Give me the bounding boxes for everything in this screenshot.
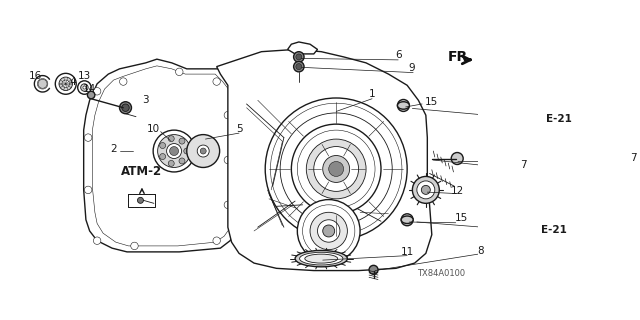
- Circle shape: [62, 80, 70, 88]
- Circle shape: [93, 88, 101, 95]
- Circle shape: [38, 79, 47, 88]
- Circle shape: [323, 225, 335, 237]
- Circle shape: [93, 237, 101, 244]
- Circle shape: [157, 135, 191, 167]
- Circle shape: [197, 145, 209, 157]
- Circle shape: [369, 265, 378, 274]
- Circle shape: [451, 153, 463, 164]
- Text: 7: 7: [630, 153, 637, 163]
- Circle shape: [224, 156, 232, 164]
- Circle shape: [200, 148, 206, 154]
- Text: 6: 6: [395, 51, 401, 60]
- Circle shape: [401, 214, 413, 226]
- Circle shape: [412, 176, 439, 203]
- Ellipse shape: [401, 216, 413, 223]
- Ellipse shape: [295, 250, 348, 267]
- Text: 15: 15: [454, 213, 468, 223]
- Circle shape: [224, 111, 232, 119]
- Circle shape: [120, 102, 131, 114]
- Circle shape: [329, 162, 344, 176]
- Text: 1: 1: [369, 89, 375, 99]
- Circle shape: [213, 78, 220, 85]
- Circle shape: [294, 61, 304, 72]
- Circle shape: [213, 237, 220, 244]
- Circle shape: [291, 124, 381, 214]
- Circle shape: [224, 201, 232, 209]
- Circle shape: [310, 212, 348, 250]
- Text: 15: 15: [425, 97, 438, 107]
- Circle shape: [168, 160, 174, 166]
- Circle shape: [179, 138, 185, 144]
- Text: 13: 13: [78, 71, 91, 81]
- Text: E-21: E-21: [546, 114, 572, 124]
- Circle shape: [307, 139, 366, 199]
- Circle shape: [179, 158, 185, 164]
- Circle shape: [84, 186, 92, 194]
- Ellipse shape: [305, 254, 338, 263]
- Text: 11: 11: [401, 247, 414, 257]
- Text: FR.: FR.: [448, 50, 474, 64]
- Text: 4: 4: [69, 76, 76, 86]
- Circle shape: [120, 78, 127, 85]
- Polygon shape: [287, 42, 317, 54]
- Circle shape: [184, 148, 189, 154]
- Circle shape: [77, 81, 91, 94]
- Circle shape: [298, 200, 360, 262]
- Circle shape: [397, 100, 410, 111]
- Circle shape: [187, 135, 220, 167]
- Text: 12: 12: [451, 186, 464, 196]
- Circle shape: [81, 84, 88, 91]
- Circle shape: [159, 154, 166, 160]
- Text: 14: 14: [83, 84, 96, 94]
- Circle shape: [317, 220, 340, 242]
- Circle shape: [175, 68, 183, 76]
- Text: 8: 8: [477, 246, 484, 256]
- Text: 2: 2: [110, 144, 117, 154]
- Circle shape: [168, 136, 174, 142]
- Circle shape: [159, 142, 166, 148]
- Ellipse shape: [300, 252, 343, 265]
- Text: 5: 5: [236, 124, 243, 134]
- Circle shape: [84, 134, 92, 141]
- Ellipse shape: [397, 102, 410, 109]
- Circle shape: [170, 147, 179, 156]
- Circle shape: [294, 52, 304, 62]
- Bar: [129, 194, 156, 207]
- Circle shape: [55, 73, 76, 94]
- Circle shape: [421, 185, 430, 194]
- Text: 16: 16: [29, 71, 42, 81]
- Text: ATM-2: ATM-2: [122, 165, 163, 178]
- Polygon shape: [217, 49, 432, 271]
- Circle shape: [83, 86, 86, 89]
- Text: 10: 10: [147, 124, 160, 134]
- Circle shape: [417, 181, 435, 199]
- Text: E-21: E-21: [541, 225, 567, 235]
- Circle shape: [122, 104, 129, 111]
- Text: 7: 7: [520, 160, 526, 170]
- Circle shape: [131, 242, 138, 250]
- Circle shape: [296, 54, 302, 60]
- Circle shape: [138, 197, 143, 203]
- Circle shape: [153, 130, 195, 172]
- Circle shape: [323, 156, 349, 182]
- Text: 9: 9: [408, 63, 415, 73]
- Circle shape: [59, 77, 72, 91]
- Polygon shape: [84, 59, 237, 252]
- Circle shape: [296, 64, 302, 70]
- Circle shape: [314, 147, 358, 191]
- Circle shape: [265, 98, 407, 240]
- Circle shape: [166, 144, 182, 158]
- Circle shape: [88, 91, 95, 99]
- Text: 3: 3: [142, 95, 149, 105]
- Text: TX84A0100: TX84A0100: [417, 269, 465, 278]
